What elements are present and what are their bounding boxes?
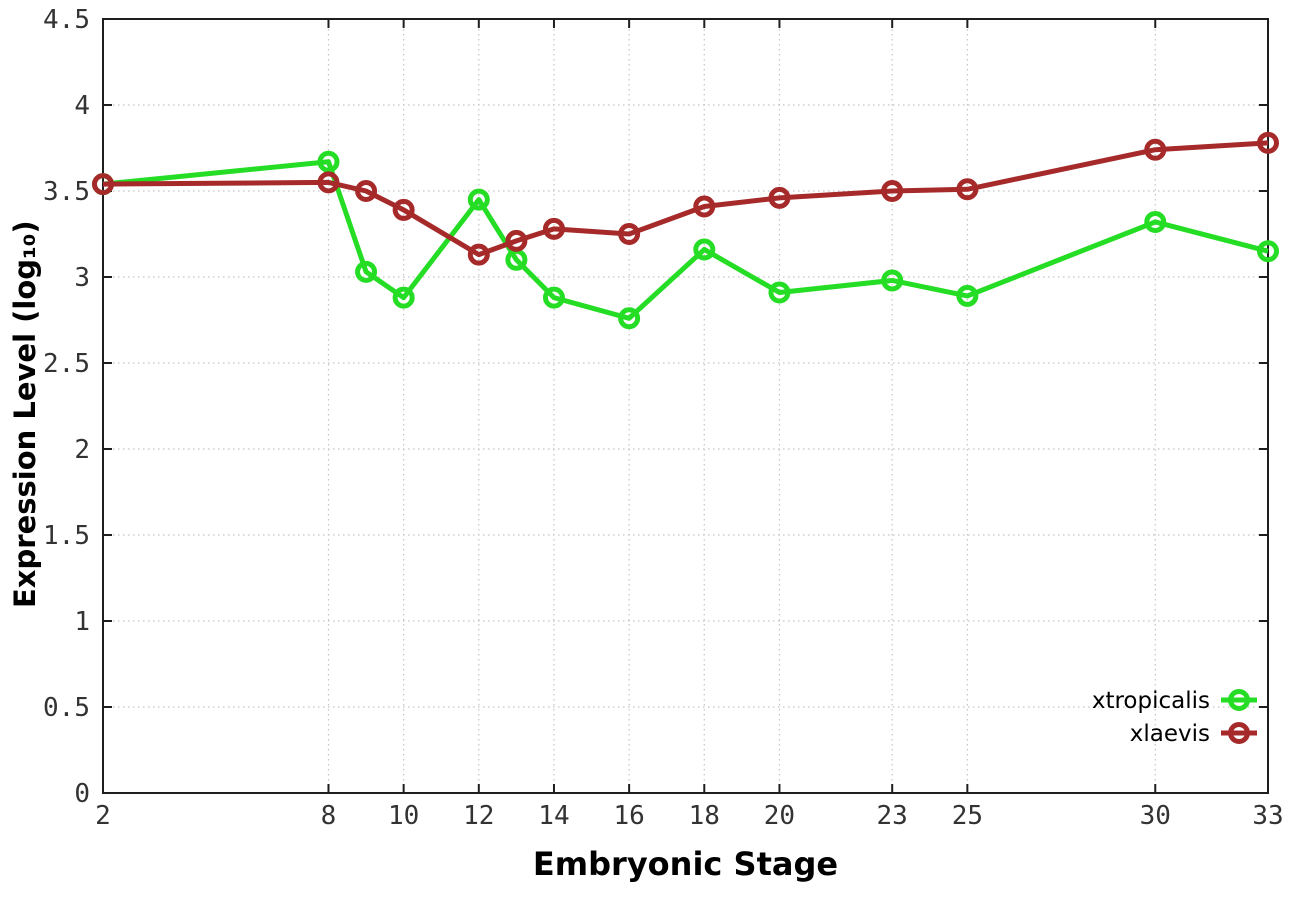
x-tick-label: 20 xyxy=(764,801,795,831)
data-point-marker xyxy=(467,188,490,211)
x-tick-labels: 2 8 10 12 14 16 18 20 23 25 30 33 xyxy=(95,801,1283,831)
legend-marker xyxy=(1228,722,1250,744)
x-tick-label: 30 xyxy=(1140,801,1171,831)
x-tick-label: 33 xyxy=(1252,801,1283,831)
y-tick-label: 1 xyxy=(74,607,90,637)
legend-entry-xtropicalis: xtropicalis xyxy=(1092,688,1257,714)
x-tick-label: 23 xyxy=(877,801,908,831)
y-tick-label: 3 xyxy=(74,263,90,293)
data-point-marker xyxy=(542,217,565,240)
y-tick-label: 4 xyxy=(74,91,90,121)
series-xlaevis xyxy=(92,131,1279,266)
legend-label: xlaevis xyxy=(1130,721,1210,747)
data-point-marker xyxy=(355,180,378,202)
y-tick-label: 2.5 xyxy=(43,349,90,379)
y-tick-label: 4.5 xyxy=(43,5,90,35)
y-tick-label: 1.5 xyxy=(43,521,90,551)
series-line-xlaevis xyxy=(102,140,1269,258)
data-point-marker xyxy=(618,223,641,245)
data-point-marker xyxy=(392,286,415,309)
y-tick-label: 2 xyxy=(74,435,90,465)
data-point-marker xyxy=(881,269,904,292)
y-axis-title: Expression Level (log₁₀) xyxy=(8,220,42,608)
x-tick-label: 12 xyxy=(463,801,494,831)
data-point-marker xyxy=(467,243,490,266)
series-xtropicalis xyxy=(92,150,1279,330)
data-point-marker xyxy=(956,284,979,307)
data-point-marker xyxy=(1144,138,1167,161)
y-tick-label: 0 xyxy=(74,779,90,809)
tick-marks xyxy=(102,18,1269,794)
data-point-marker xyxy=(768,281,791,304)
x-tick-label: 18 xyxy=(689,801,720,831)
x-axis-title: Embryonic Stage xyxy=(532,845,839,883)
x-tick-label: 10 xyxy=(388,801,419,831)
data-point-marker xyxy=(768,186,791,209)
x-tick-label: 14 xyxy=(538,801,569,831)
legend: xtropicalis xlaevis xyxy=(1092,688,1257,747)
legend-entry-xlaevis: xlaevis xyxy=(1130,721,1257,747)
data-point-marker xyxy=(881,180,904,202)
data-point-marker xyxy=(355,260,378,283)
plot-border xyxy=(102,18,1269,794)
data-point-marker xyxy=(618,307,641,330)
legend-label: xtropicalis xyxy=(1092,688,1210,714)
data-point-marker xyxy=(693,195,716,218)
data-point-marker xyxy=(1144,210,1167,233)
x-tick-label: 16 xyxy=(613,801,644,831)
data-point-marker xyxy=(317,150,340,173)
data-point-marker xyxy=(1257,131,1279,154)
data-point-marker xyxy=(92,173,114,196)
x-tick-label: 2 xyxy=(95,801,111,831)
data-point-marker xyxy=(317,171,340,194)
y-tick-label: 0.5 xyxy=(43,693,90,723)
y-tick-label: 3.5 xyxy=(43,177,90,207)
x-tick-label: 25 xyxy=(952,801,983,831)
gridlines xyxy=(103,19,1268,793)
data-point-marker xyxy=(542,286,565,309)
x-tick-label: 8 xyxy=(321,801,337,831)
legend-marker xyxy=(1228,689,1250,711)
data-point-marker xyxy=(505,229,528,252)
data-point-marker xyxy=(693,238,716,261)
data-point-marker xyxy=(1257,240,1279,263)
y-tick-labels: 0 0.5 1 1.5 2 2.5 3 3.5 4 4.5 xyxy=(43,5,90,809)
data-point-marker xyxy=(392,198,415,221)
data-point-marker xyxy=(956,178,979,201)
